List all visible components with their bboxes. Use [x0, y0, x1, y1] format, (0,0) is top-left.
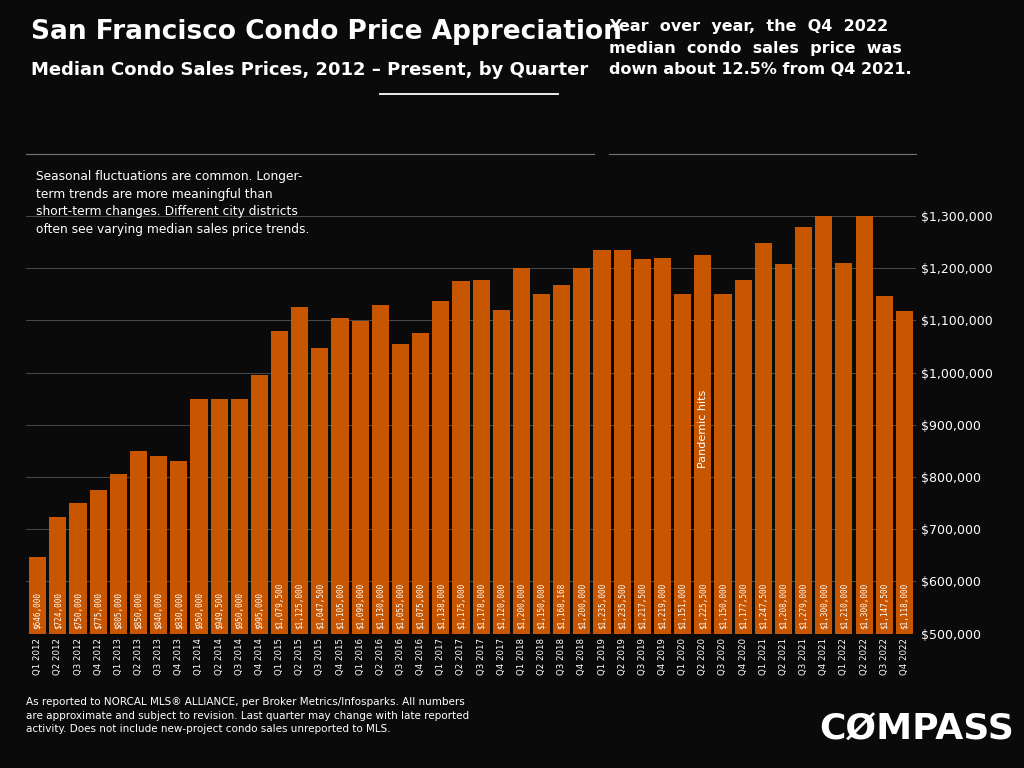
Bar — [734, 280, 752, 768]
Bar — [855, 216, 872, 768]
Bar — [89, 490, 106, 768]
Text: $1,125,000: $1,125,000 — [295, 583, 304, 630]
Bar — [534, 294, 550, 768]
Bar — [70, 503, 87, 768]
Bar — [815, 216, 833, 768]
Text: $1,300,000: $1,300,000 — [819, 583, 828, 630]
Text: $1,079,500: $1,079,500 — [275, 583, 284, 630]
Text: Seasonal fluctuations are common. Longer-
term trends are more meaningful than
s: Seasonal fluctuations are common. Longer… — [36, 170, 309, 236]
Bar — [190, 399, 208, 768]
Text: $850,000: $850,000 — [134, 592, 143, 630]
Text: San Francisco Condo Price Appreciation: San Francisco Condo Price Appreciation — [31, 19, 622, 45]
Text: $1,130,000: $1,130,000 — [376, 583, 385, 630]
Text: $1,099,000: $1,099,000 — [355, 583, 365, 630]
Bar — [876, 296, 893, 768]
Text: $1,178,000: $1,178,000 — [476, 583, 485, 630]
Bar — [392, 344, 409, 768]
Bar — [715, 294, 731, 768]
Text: $1,150,000: $1,150,000 — [537, 583, 546, 630]
Text: Year  over  year,  the  Q4  2022
median  condo  sales  price  was
down about 12.: Year over year, the Q4 2022 median condo… — [609, 19, 912, 78]
Text: $775,000: $775,000 — [93, 592, 102, 630]
Text: $1,200,000: $1,200,000 — [517, 583, 526, 630]
Bar — [896, 311, 913, 768]
Text: $950,000: $950,000 — [195, 592, 204, 630]
Bar — [351, 321, 369, 768]
Bar — [230, 399, 248, 768]
Bar — [432, 300, 450, 768]
Bar — [211, 399, 227, 768]
Text: $1,177,500: $1,177,500 — [738, 583, 748, 630]
Text: $1,118,000: $1,118,000 — [900, 583, 909, 630]
Text: As reported to NORCAL MLS® ALLIANCE, per Broker Metrics/Infosparks. All numbers
: As reported to NORCAL MLS® ALLIANCE, per… — [26, 697, 469, 733]
Text: $1,200,000: $1,200,000 — [578, 583, 587, 630]
Bar — [472, 280, 489, 768]
Text: $1,055,000: $1,055,000 — [396, 583, 406, 630]
Bar — [594, 250, 610, 768]
Text: $1,219,000: $1,219,000 — [658, 583, 667, 630]
Bar — [332, 318, 348, 768]
Bar — [412, 333, 429, 768]
Text: $1,138,000: $1,138,000 — [436, 583, 445, 630]
Bar — [291, 307, 308, 768]
Text: $1,150,000: $1,150,000 — [719, 583, 727, 630]
Bar — [29, 558, 46, 768]
Text: CØMPASS: CØMPASS — [819, 713, 1014, 746]
Bar — [634, 259, 651, 768]
Text: $750,000: $750,000 — [74, 592, 83, 630]
Bar — [513, 268, 530, 768]
Text: $840,000: $840,000 — [155, 592, 163, 630]
Text: Pandemic hits: Pandemic hits — [697, 389, 708, 468]
Text: $950,000: $950,000 — [234, 592, 244, 630]
Bar — [613, 250, 631, 768]
Text: $724,000: $724,000 — [53, 592, 62, 630]
Bar — [311, 348, 329, 768]
Text: $995,000: $995,000 — [255, 592, 264, 630]
Bar — [251, 376, 268, 768]
Text: Median Condo Sales Prices, 2012 – Present, by Quarter: Median Condo Sales Prices, 2012 – Presen… — [31, 61, 588, 79]
Text: $1,175,000: $1,175,000 — [457, 583, 466, 630]
Text: $646,000: $646,000 — [33, 592, 42, 630]
Bar — [49, 517, 67, 768]
Bar — [573, 268, 591, 768]
Bar — [775, 264, 792, 768]
Text: $1,279,000: $1,279,000 — [799, 583, 808, 630]
Text: $1,075,000: $1,075,000 — [416, 583, 425, 630]
Text: $1,300,000: $1,300,000 — [859, 583, 868, 630]
Bar — [755, 243, 772, 768]
Text: $1,151,000: $1,151,000 — [678, 583, 687, 630]
Text: $1,168,168: $1,168,168 — [557, 583, 566, 630]
Text: $1,047,500: $1,047,500 — [315, 583, 325, 630]
Text: $1,208,000: $1,208,000 — [779, 583, 787, 630]
Text: $1,147,500: $1,147,500 — [880, 583, 889, 630]
Bar — [453, 281, 470, 768]
Bar — [836, 263, 853, 768]
Bar — [151, 456, 167, 768]
Text: $1,225,500: $1,225,500 — [698, 583, 708, 630]
Bar — [130, 451, 147, 768]
Bar — [694, 255, 712, 768]
Bar — [170, 462, 187, 768]
Bar — [110, 475, 127, 768]
Text: $1,247,500: $1,247,500 — [759, 583, 768, 630]
Text: $1,235,000: $1,235,000 — [598, 583, 606, 630]
Text: $949,500: $949,500 — [215, 592, 223, 630]
Bar — [795, 227, 812, 768]
Bar — [372, 305, 389, 768]
Bar — [271, 331, 288, 768]
Text: $1,210,000: $1,210,000 — [840, 583, 849, 630]
Text: $830,000: $830,000 — [174, 592, 183, 630]
Bar — [553, 285, 570, 768]
Bar — [674, 293, 691, 768]
Bar — [654, 258, 671, 768]
Bar — [493, 310, 510, 768]
Text: $1,105,000: $1,105,000 — [336, 583, 344, 630]
Text: $1,235,500: $1,235,500 — [617, 583, 627, 630]
Text: $1,120,000: $1,120,000 — [497, 583, 506, 630]
Text: $1,217,500: $1,217,500 — [638, 583, 647, 630]
Text: $805,000: $805,000 — [114, 592, 123, 630]
